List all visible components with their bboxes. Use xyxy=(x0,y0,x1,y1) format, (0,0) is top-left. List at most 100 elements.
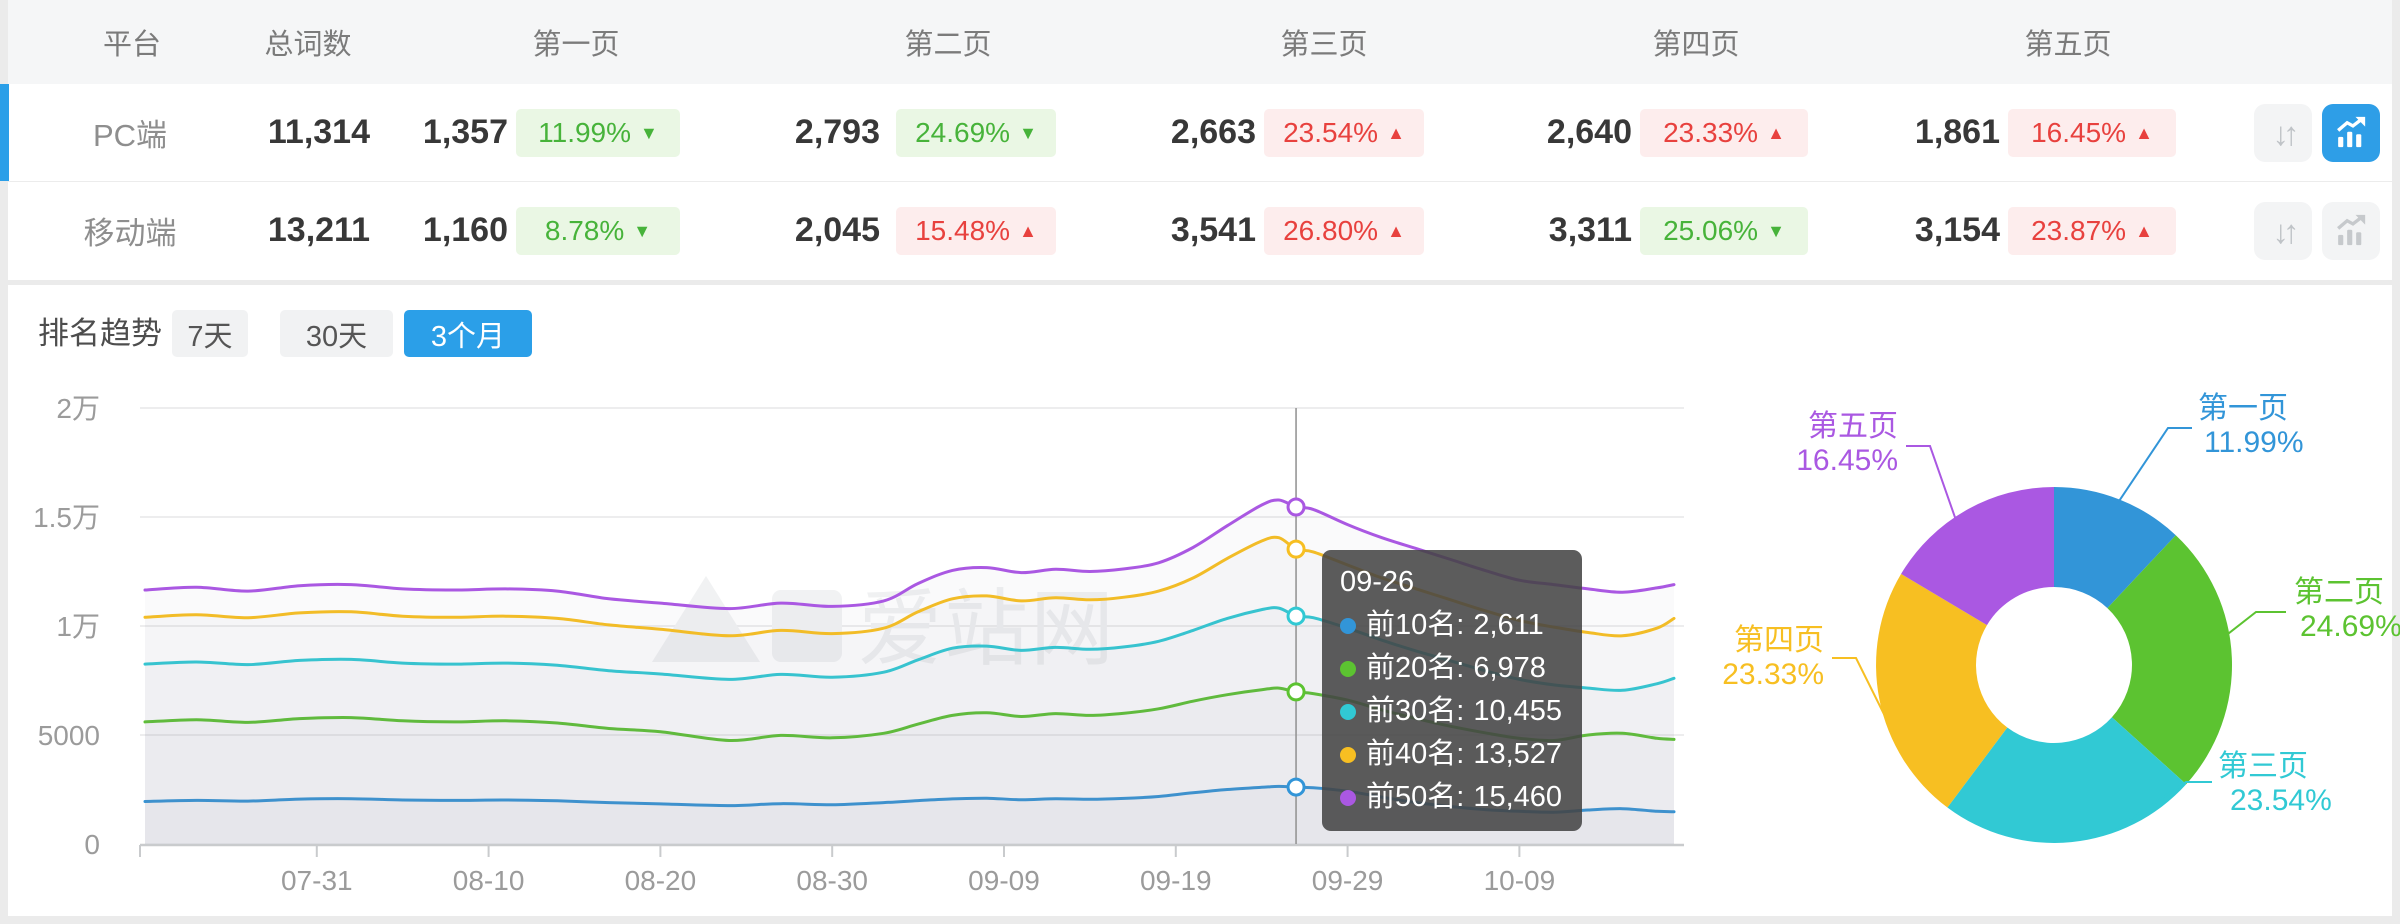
page5-count: 3,154 xyxy=(1914,211,2000,249)
donut-pct-page3: 23.54% xyxy=(2230,784,2332,817)
trend-chart-icon xyxy=(2337,116,2366,148)
triangle-down-icon: ▼ xyxy=(1019,122,1037,143)
header-page1: 第一页 xyxy=(532,29,620,61)
tooltip-row: 前30名: 10,455 xyxy=(1340,690,1562,733)
header-page3: 第三页 xyxy=(1280,29,1368,61)
trend-chart-button[interactable] xyxy=(2322,104,2380,162)
y-axis-tick-label: 1万 xyxy=(56,611,100,642)
donut-label-page1: 第一页 xyxy=(2198,392,2288,425)
series-dot-top30 xyxy=(1340,703,1356,720)
chart-tooltip: 09-26 前10名: 2,611 前20名: 6,978 前30名: 10,455 … xyxy=(1322,550,1583,831)
x-axis-tick-label: 09-09 xyxy=(968,865,1040,896)
tooltip-row: 前10名: 2,611 xyxy=(1340,604,1562,647)
donut-slice-第四页[interactable] xyxy=(1876,573,2008,808)
tooltip-date: 09-26 xyxy=(1340,566,1415,598)
page5-change-badge: 16.45% ▲ xyxy=(2008,84,2176,181)
trend-line-and-donut-chart[interactable]: 第一页 11.99% 第二页 24.69% 第三页 23.54% 第四页 23.… xyxy=(0,285,2400,916)
x-axis-tick-label: 10-09 xyxy=(1484,865,1556,896)
sort-button[interactable]: ↓↑ xyxy=(2254,202,2312,260)
page1-change-badge: 11.99% ▼ xyxy=(516,84,680,181)
donut-pct-page2: 24.69% xyxy=(2300,610,2400,643)
x-axis-tick-label: 08-20 xyxy=(625,865,697,896)
header-page5: 第五页 xyxy=(2024,29,2112,61)
donut-pct-page1: 11.99% xyxy=(2204,426,2304,459)
donut-slice-第五页[interactable] xyxy=(1901,487,2054,626)
series-area-前20名 xyxy=(145,688,1674,844)
donut-pct-page5: 16.45% xyxy=(1796,444,1898,477)
page3-count: 2,663 xyxy=(1170,113,1256,151)
page5-change-badge: 23.87% ▲ xyxy=(2008,182,2176,279)
page4-count: 2,640 xyxy=(1546,113,1632,151)
header-page4: 第四页 xyxy=(1652,29,1740,61)
page2-count: 2,045 xyxy=(794,211,880,249)
page2-change-badge: 15.48% ▲ xyxy=(896,182,1056,279)
page3-change-badge: 23.54% ▲ xyxy=(1264,84,1424,181)
series-dot-top10 xyxy=(1340,617,1356,634)
tab-7-days[interactable]: 7天 xyxy=(172,310,248,357)
y-axis-tick-label: 2万 xyxy=(56,393,100,424)
crosshair-marker-前30名 xyxy=(1286,606,1306,626)
page3-change-badge: 26.80% ▲ xyxy=(1264,182,1424,279)
series-dot-top20 xyxy=(1340,660,1356,677)
crosshair-marker-前20名 xyxy=(1286,682,1306,702)
x-axis-tick-label: 07-31 xyxy=(281,865,353,896)
y-axis-tick-label: 5000 xyxy=(38,720,100,751)
tooltip-row: 前50名: 15,460 xyxy=(1340,776,1562,819)
crosshair-marker-前40名 xyxy=(1286,539,1306,559)
donut-leader-第四页 xyxy=(1832,657,1888,720)
sort-arrows-icon: ↓↑ xyxy=(2272,114,2300,152)
header-page2: 第二页 xyxy=(904,29,992,61)
platform-label: 移动端 xyxy=(83,216,177,251)
donut-label-page4: 第四页 xyxy=(1734,624,1824,657)
total-words-value: 11,314 xyxy=(267,113,370,151)
page3-count: 3,541 xyxy=(1170,211,1256,249)
page1-count: 1,160 xyxy=(422,211,508,249)
rank-trend-title: 排名趋势 xyxy=(38,316,162,351)
donut-slice-第三页[interactable] xyxy=(1947,717,2187,843)
trend-chart-button[interactable] xyxy=(2322,202,2380,260)
page4-count: 3,311 xyxy=(1548,211,1632,249)
header-total-words: 总词数 xyxy=(264,29,352,61)
page4-change-badge: 23.33% ▲ xyxy=(1640,84,1808,181)
donut-leader-第三页 xyxy=(2113,781,2212,832)
header-platform: 平台 xyxy=(102,29,162,61)
x-axis-tick-label: 08-10 xyxy=(453,865,525,896)
table-row-mobile[interactable]: 移动端 13,211 1,160 8.78% ▼ 2,045 15.48% ▲ 3,… xyxy=(8,182,2392,279)
series-dot-top40 xyxy=(1340,746,1356,763)
donut-label-page5: 第五页 xyxy=(1808,410,1898,443)
donut-leader-第五页 xyxy=(1906,445,1957,520)
table-header-row: 平台 总词数 第一页 第二页 第三页 第四页 第五页 xyxy=(8,0,2392,85)
page4-change-badge: 25.06% ▼ xyxy=(1640,182,1808,279)
triangle-up-icon: ▲ xyxy=(1767,122,1785,143)
donut-pct-page4: 23.33% xyxy=(1722,658,1824,691)
triangle-down-icon: ▼ xyxy=(633,220,652,241)
x-axis-tick-label: 09-29 xyxy=(1312,865,1384,896)
platform-label: PC端 xyxy=(92,118,168,153)
crosshair-marker-前10名 xyxy=(1286,777,1306,797)
triangle-up-icon: ▲ xyxy=(1387,122,1405,143)
trend-chart-icon xyxy=(2337,214,2366,246)
table-row-pc[interactable]: PC端 11,314 1,357 11.99% ▼ 2,793 24.69% ▼ 2… xyxy=(0,84,2392,182)
donut-slice-第二页[interactable] xyxy=(2107,535,2233,785)
ranking-summary-table: 平台 总词数 第一页 第二页 第三页 第四页 第五页 PC端 11,314 1,… xyxy=(0,0,2392,280)
tooltip-row: 前20名: 6,978 xyxy=(1340,647,1562,690)
x-axis-tick-label: 09-19 xyxy=(1140,865,1212,896)
sort-button[interactable]: ↓↑ xyxy=(2254,104,2312,162)
selected-row-indicator xyxy=(0,84,9,181)
triangle-up-icon: ▲ xyxy=(2135,220,2153,241)
donut-slice-第一页[interactable] xyxy=(2054,487,2176,609)
donut-leader-第二页 xyxy=(2226,611,2286,636)
series-area-前50名 xyxy=(145,499,1674,844)
series-dot-top50 xyxy=(1340,789,1356,806)
x-axis-tick-label: 08-30 xyxy=(796,865,868,896)
donut-label-page2: 第二页 xyxy=(2294,576,2384,609)
tab-3-months[interactable]: 3个月 xyxy=(404,310,532,357)
page2-change-badge: 24.69% ▼ xyxy=(896,84,1056,181)
tab-30-days[interactable]: 30天 xyxy=(280,310,393,357)
total-words-value: 13,211 xyxy=(267,211,370,249)
donut-label-page3: 第三页 xyxy=(2218,750,2308,783)
y-axis-tick-label: 0 xyxy=(84,829,100,860)
crosshair-marker-前50名 xyxy=(1286,497,1306,517)
triangle-down-icon: ▼ xyxy=(640,122,658,143)
donut-leader-第一页 xyxy=(2117,427,2192,502)
